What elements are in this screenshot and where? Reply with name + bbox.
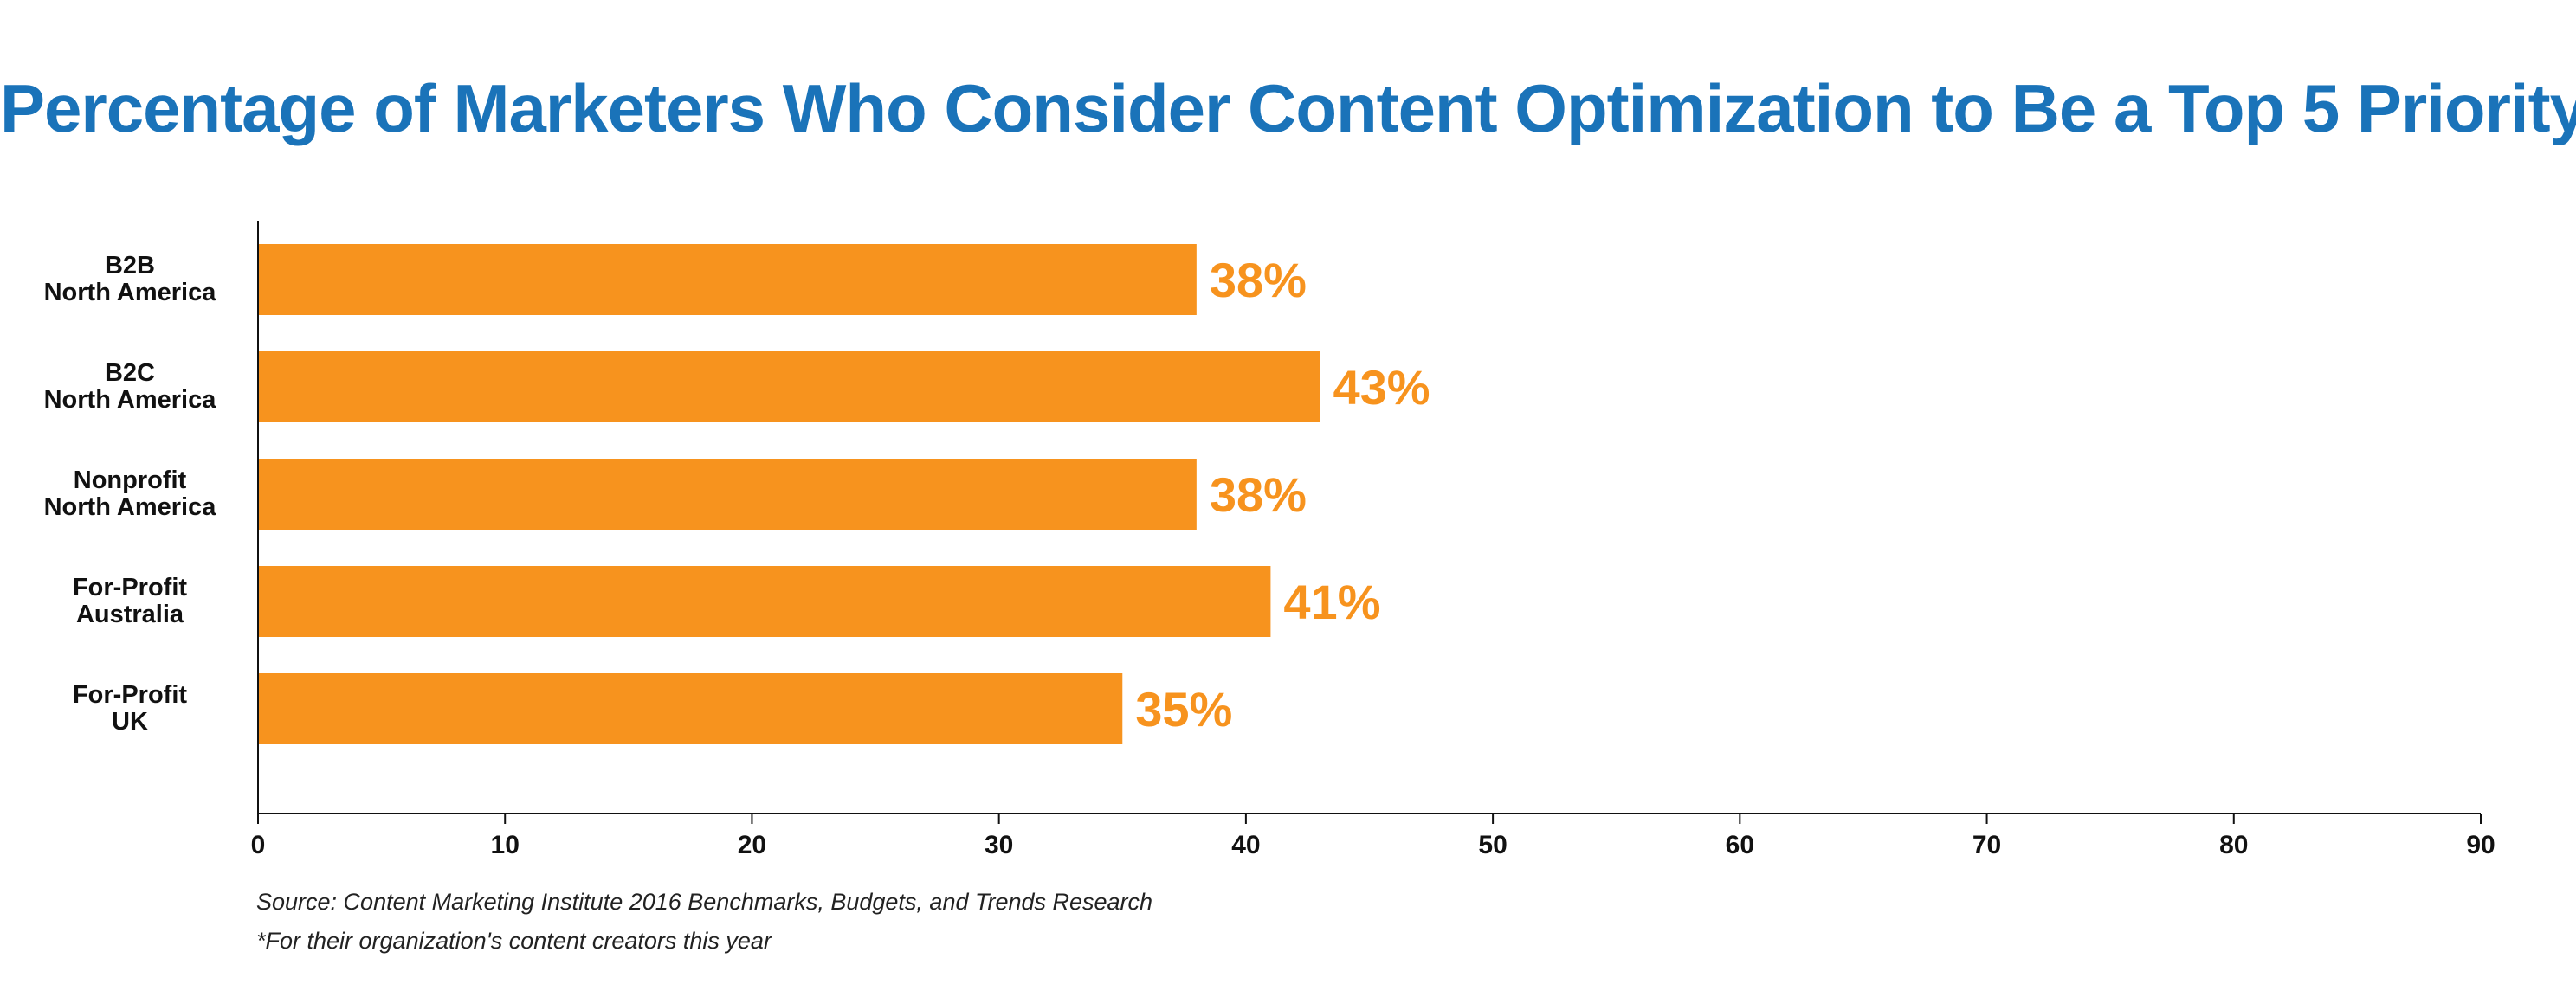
source-note: Source: Content Marketing Institute 2016…	[256, 889, 1153, 915]
data-label-1: 43%	[1333, 360, 1430, 415]
data-label-0: 38%	[1210, 253, 1307, 307]
x-tick-label-20: 20	[738, 831, 766, 859]
data-label-4: 35%	[1135, 682, 1232, 736]
chart-title: Percentage of Marketers Who Consider Con…	[0, 70, 2576, 146]
x-tick-label-40: 40	[1231, 831, 1260, 859]
data-label-2: 38%	[1210, 467, 1307, 522]
data-labels-layer: 38% 43% 38% 41% 35%	[1135, 253, 1430, 736]
data-label-3: 41%	[1283, 575, 1380, 629]
category-label-4: For-Profit UK	[73, 681, 187, 736]
bar-3	[259, 566, 1271, 637]
category-label-2: Nonprofit North America	[44, 466, 217, 521]
x-tick-label-70: 70	[1972, 831, 2001, 859]
bars-layer	[259, 244, 1320, 744]
bar-2	[259, 459, 1197, 530]
bar-0	[259, 244, 1197, 315]
bar-4	[259, 673, 1123, 744]
category-labels-layer: B2B North America B2C North America Nonprofi…	[44, 252, 217, 736]
bar-1	[259, 351, 1320, 422]
x-tick-label-90: 90	[2466, 831, 2495, 859]
x-tick-label-50: 50	[1478, 831, 1507, 859]
axes-layer: 0 10 20 30 40 50 60 70 80 90	[251, 221, 2495, 859]
footnote: *For their organization's content creato…	[256, 928, 772, 954]
x-tick-label-0: 0	[251, 831, 266, 859]
x-tick-label-60: 60	[1726, 831, 1754, 859]
x-tick-label-30: 30	[985, 831, 1013, 859]
category-label-3: For-Profit Australia	[73, 574, 187, 628]
x-tick-label-10: 10	[491, 831, 520, 859]
x-tick-label-80: 80	[2219, 831, 2248, 859]
category-label-1: B2C North America	[44, 359, 217, 414]
category-label-0: B2B North America	[44, 252, 217, 306]
